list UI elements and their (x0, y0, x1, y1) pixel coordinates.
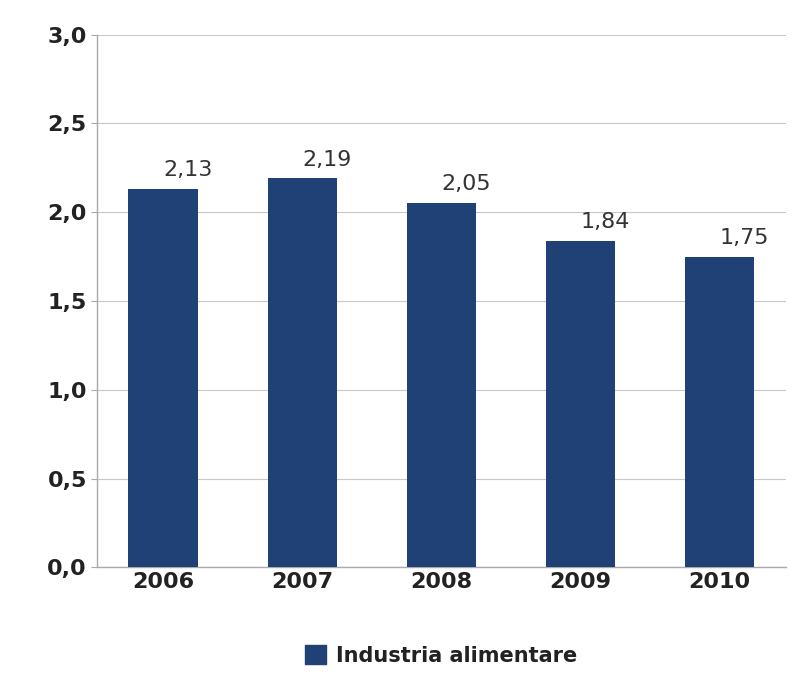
Bar (685, 257, 754, 567)
Legend: Industria alimentare: Industria alimentare (297, 637, 586, 674)
Bar (407, 203, 476, 567)
Text: 1,75: 1,75 (719, 228, 769, 248)
Text: 2,05: 2,05 (441, 174, 491, 194)
Bar (267, 179, 337, 567)
Text: 1,84: 1,84 (581, 212, 630, 232)
Text: 2,13: 2,13 (164, 161, 213, 180)
Bar (129, 189, 198, 567)
Bar (546, 241, 616, 567)
Text: 2,19: 2,19 (302, 149, 352, 170)
